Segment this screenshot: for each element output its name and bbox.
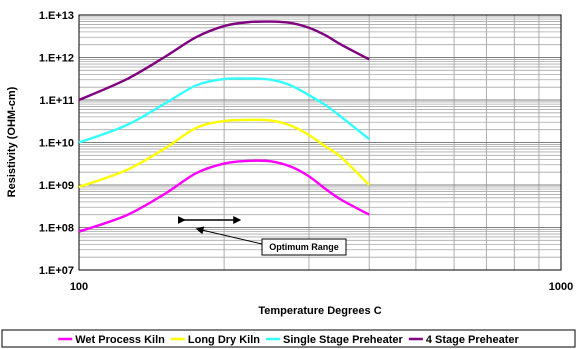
y-tick-labels: 1.E+07 1.E+08 1.E+09 1.E+10 1.E+11 1.E+12 1.E+… [39, 10, 74, 277]
series-line-0 [78, 159, 370, 233]
y-axis-title: Resistivity (OHM-cm) [6, 86, 18, 197]
x-tick-label: 1000 [549, 281, 573, 293]
series-line-2 [78, 77, 370, 144]
series-line-3 [78, 20, 370, 102]
y-tick-label: 1.E+07 [39, 265, 74, 277]
legend-label-2: Single Stage Preheater [283, 334, 404, 346]
y-tick-label: 1.E+13 [39, 10, 74, 22]
x-tick-labels: 100 1000 [70, 281, 573, 293]
y-tick-label: 1.E+10 [39, 138, 74, 150]
legend-label-0: Wet Process Kiln [75, 334, 165, 346]
y-tick-label: 1.E+09 [39, 180, 74, 192]
legend-label-1: Long Dry Kiln [188, 334, 260, 346]
x-axis-title: Temperature Degrees C [258, 305, 381, 317]
optimum-range-label-box [261, 238, 347, 256]
legend: Wet Process Kiln Long Dry Kiln Single Stag… [1, 329, 576, 348]
legend-label-3: 4 Stage Preheater [426, 334, 520, 346]
optimum-range-label: Optimum Range [269, 242, 339, 252]
legend-box [1, 329, 576, 348]
y-tick-label: 1.E+11 [39, 95, 74, 107]
x-tick-label: 100 [70, 281, 88, 293]
series-lines [78, 20, 371, 233]
optimum-range-annotation: Optimum Range [177, 216, 347, 256]
optimum-range-callout-line [195, 226, 263, 245]
y-tick-label: 1.E+12 [39, 53, 74, 65]
y-tick-label: 1.E+08 [39, 223, 74, 235]
series-line-1 [78, 118, 371, 189]
